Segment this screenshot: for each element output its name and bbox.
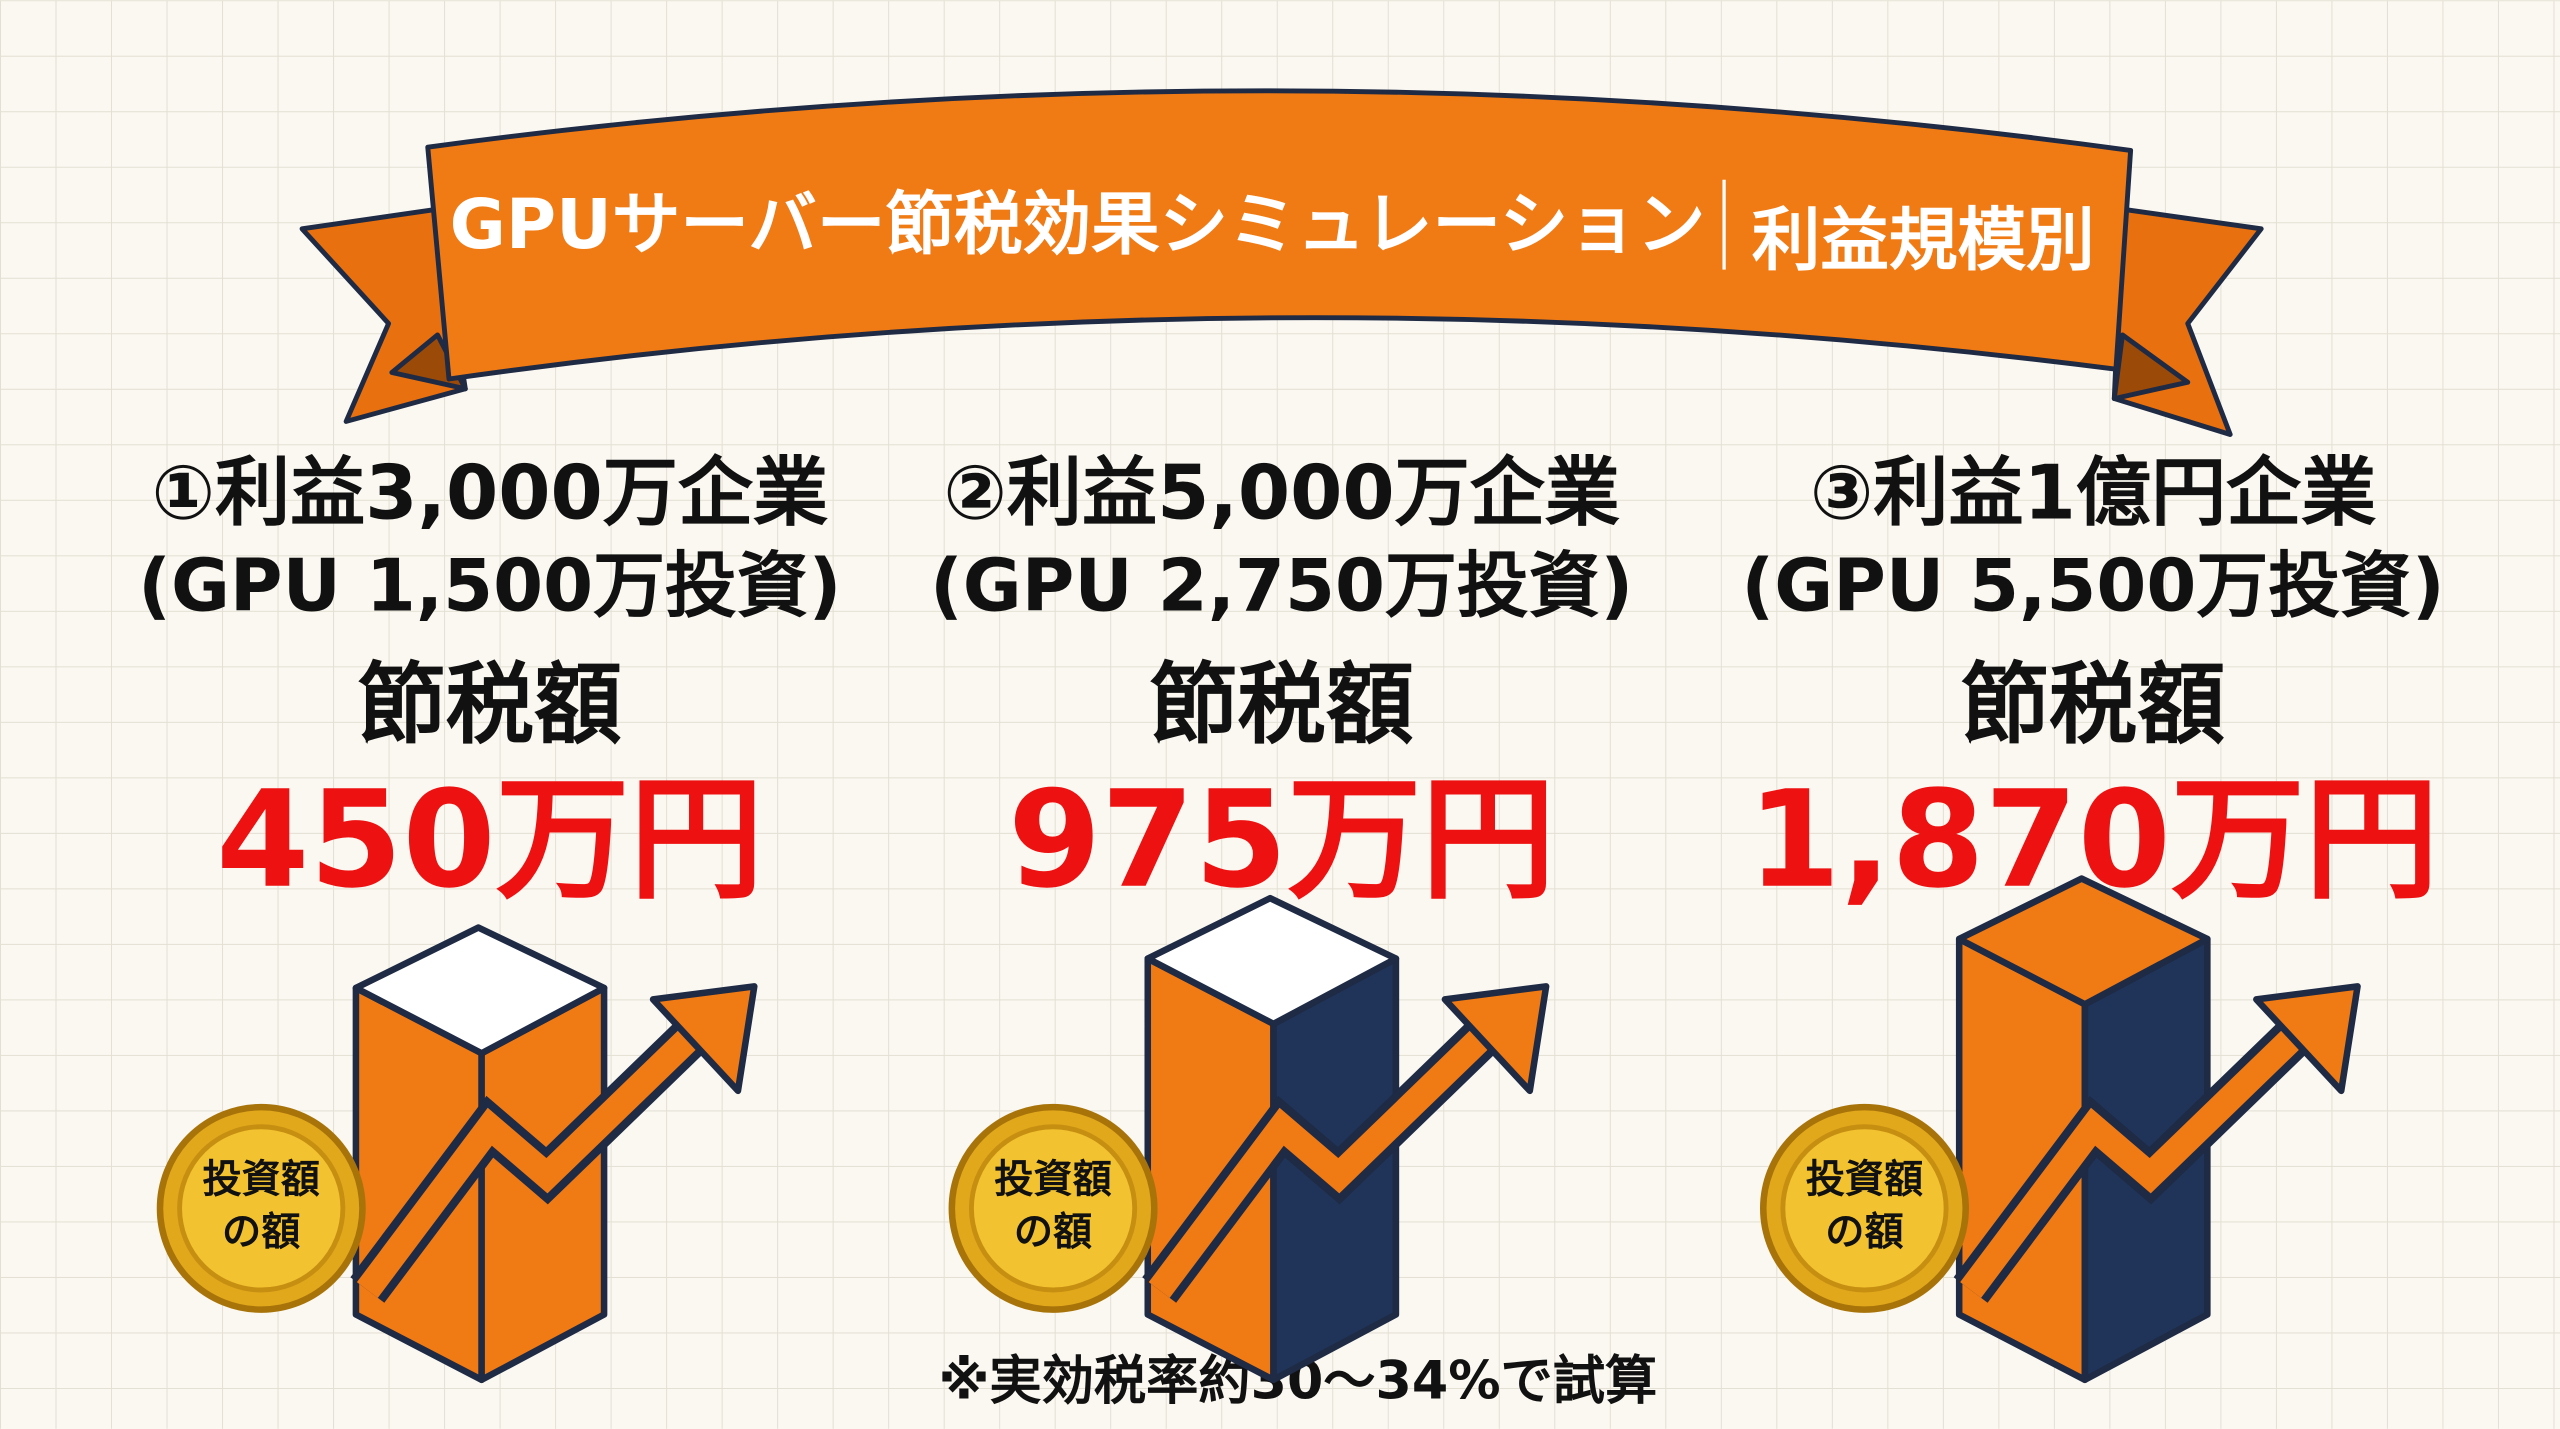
- savings-label: 節税額: [1961, 653, 2225, 756]
- savings-label: 節税額: [358, 653, 622, 756]
- arrow-head: [2253, 983, 2361, 1095]
- arrow-body: [1148, 1016, 1503, 1298]
- coin-inner: [1780, 1124, 1949, 1293]
- banner-title: GPUサーバー節税効果シミュレーション: [450, 185, 1706, 265]
- investment: (GPU 5,500万投資): [1741, 544, 2444, 628]
- coin-inner: [968, 1124, 1138, 1293]
- heading: ①利益3,000万企業: [152, 449, 829, 537]
- coin-label: の額: [1825, 1210, 1903, 1255]
- box-top: [1955, 875, 2211, 1008]
- coin-inner: [177, 1124, 346, 1293]
- savings-label: 節税額: [1149, 653, 1413, 756]
- arrow-head: [1441, 983, 1550, 1095]
- savings-amount: 450万円: [216, 762, 763, 918]
- investment: (GPU 1,500万投資): [138, 544, 841, 628]
- arrow-body: [1960, 1016, 2315, 1298]
- ribbon: [299, 88, 2264, 437]
- heading: ③利益1億円企業: [1810, 449, 2376, 537]
- heading: ②利益5,000万企業: [943, 449, 1620, 537]
- coin-label: 投資額: [202, 1158, 320, 1203]
- arrow-head: [649, 983, 758, 1095]
- coin-label: の額: [222, 1210, 300, 1255]
- investment: (GPU 2,750万投資): [930, 544, 1633, 628]
- coin-label: 投資額: [1806, 1158, 1924, 1203]
- arrow-body: [356, 1016, 712, 1298]
- banner-subtitle: 利益規模別: [1752, 201, 2095, 281]
- coin-label: の額: [1014, 1210, 1092, 1255]
- box-top: [1144, 894, 1400, 1028]
- box-top: [352, 924, 608, 1057]
- coin-label: 投資額: [994, 1158, 1112, 1203]
- savings-amount: 975万円: [1008, 762, 1555, 918]
